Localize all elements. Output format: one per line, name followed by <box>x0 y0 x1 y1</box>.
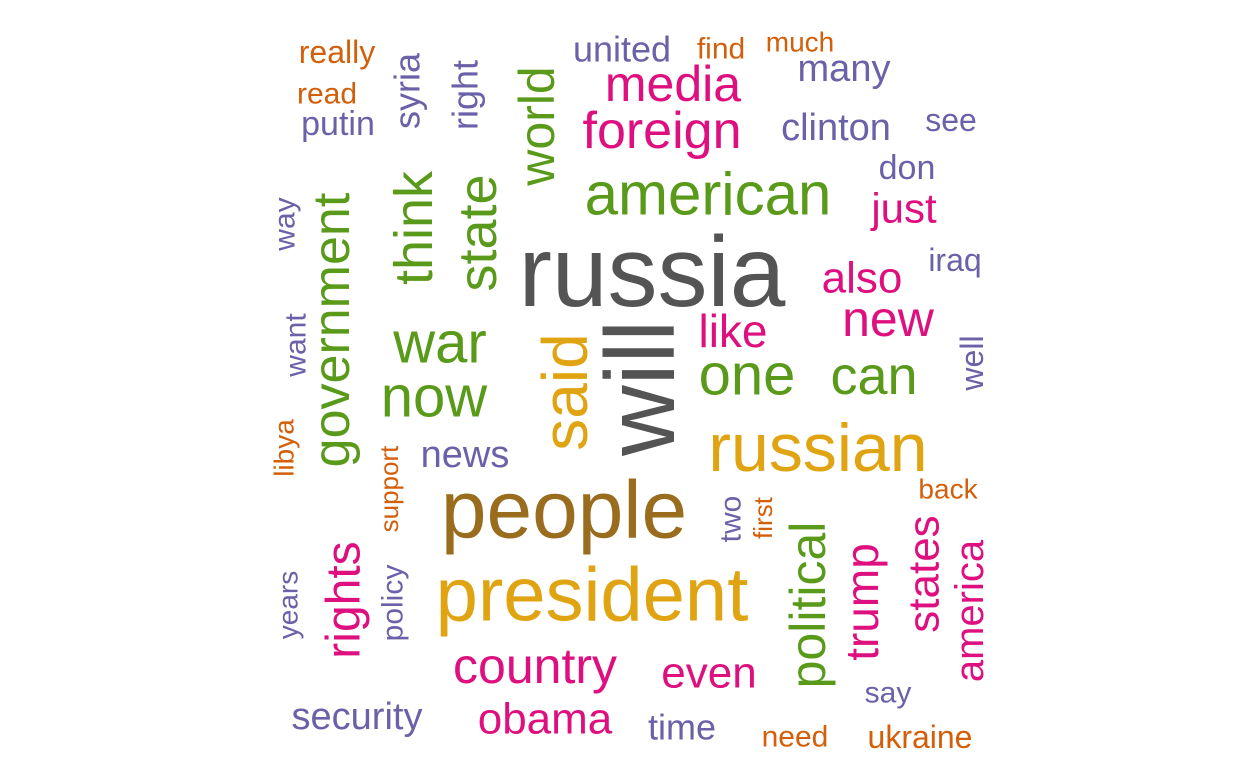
word-ukraine: ukraine <box>868 719 973 755</box>
word-united: united <box>573 29 671 70</box>
word-government: government <box>303 192 361 467</box>
word-really: really <box>299 34 375 70</box>
word-first: first <box>748 496 778 539</box>
word-american: american <box>585 161 832 228</box>
word-need: need <box>762 721 829 754</box>
word-states: states <box>900 515 949 632</box>
word-media: media <box>605 56 741 112</box>
word-will: will <box>585 320 695 457</box>
word-back: back <box>918 474 978 505</box>
word-much: much <box>766 27 834 58</box>
word-support: support <box>374 445 404 532</box>
word-also: also <box>822 254 903 303</box>
word-like: like <box>698 305 767 357</box>
word-many: many <box>798 48 891 90</box>
word-iraq: iraq <box>928 242 981 278</box>
word-can: can <box>830 346 917 406</box>
word-security: security <box>292 696 423 738</box>
word-people: people <box>441 465 687 556</box>
word-new: new <box>842 291 935 347</box>
word-political: political <box>780 522 836 689</box>
word-think: think <box>384 170 444 285</box>
word-even: even <box>661 649 756 698</box>
word-time: time <box>648 707 716 748</box>
word-foreign: foreign <box>583 102 742 160</box>
word-two: two <box>715 496 748 543</box>
word-rights: rights <box>318 541 371 658</box>
word-policy: policy <box>377 565 410 642</box>
word-obama: obama <box>478 695 613 744</box>
word-libya: libya <box>269 419 300 477</box>
word-want: want <box>280 313 313 378</box>
word-see: see <box>925 102 977 138</box>
word-country: country <box>453 638 617 694</box>
word-war: war <box>392 311 486 376</box>
word-news: news <box>421 434 510 476</box>
word-find: find <box>697 33 745 66</box>
word-said: said <box>529 333 601 450</box>
word-america: america <box>948 539 992 682</box>
word-years: years <box>273 571 304 639</box>
word-one: one <box>699 343 796 408</box>
word-right: right <box>445 60 486 130</box>
word-trump: trump <box>836 543 888 661</box>
word-russia: russia <box>519 216 786 328</box>
word-clinton: clinton <box>781 107 891 149</box>
word-syria: syria <box>387 52 428 129</box>
word-read: read <box>297 78 357 111</box>
word-world: world <box>509 66 565 186</box>
word-russian: russian <box>708 410 927 486</box>
word-president: president <box>436 553 749 638</box>
word-putin: putin <box>301 105 375 143</box>
word-state: state <box>448 174 508 291</box>
word-say: say <box>865 677 912 710</box>
word-way: way <box>269 197 302 251</box>
word-now: now <box>381 365 489 430</box>
word-just: just <box>869 185 937 232</box>
word-well: well <box>954 335 990 391</box>
word-don: don <box>879 149 936 187</box>
